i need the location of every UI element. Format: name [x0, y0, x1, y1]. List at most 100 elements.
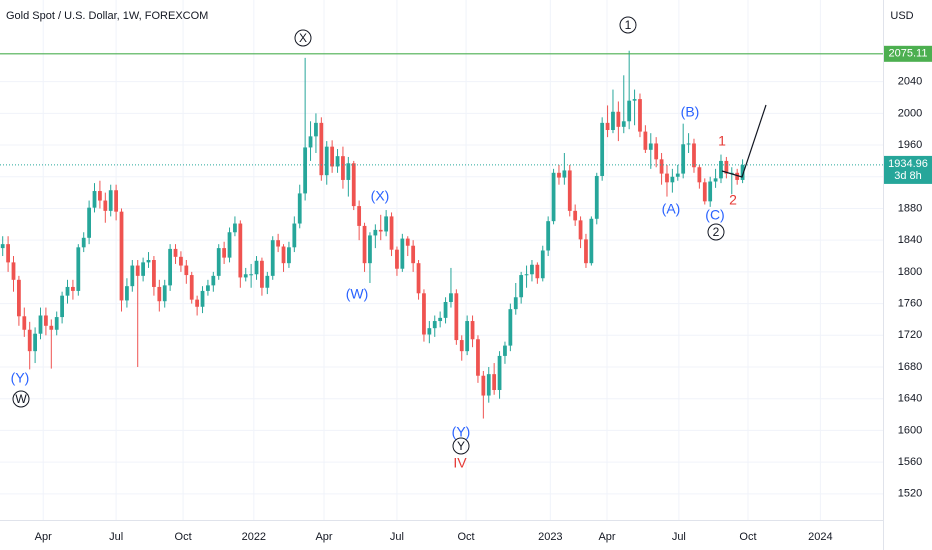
x-tick-label: Jul: [672, 531, 686, 543]
candle-body: [384, 216, 389, 232]
wave-label: 1: [625, 18, 632, 32]
candle-body: [659, 159, 664, 174]
y-tick-label: 2040: [898, 76, 922, 88]
candle-body: [692, 143, 696, 168]
candle-body: [395, 249, 399, 269]
wave-label: X: [299, 31, 307, 45]
price-label-box: [884, 155, 932, 184]
candle-body: [260, 260, 264, 288]
candle-body: [740, 164, 745, 180]
candle-body: [292, 223, 297, 248]
candle-body: [562, 170, 567, 178]
candle-body: [416, 263, 421, 294]
candle-body: [157, 286, 162, 302]
candle-body: [168, 248, 173, 286]
wave-label: 2: [729, 192, 737, 208]
candle-body: [373, 229, 378, 236]
x-tick-label: Oct: [175, 531, 192, 543]
y-tick-label: 1760: [898, 298, 922, 310]
candle-body: [33, 333, 37, 352]
candle-body: [184, 265, 189, 276]
candle-body: [146, 260, 151, 263]
wave-label: (Y): [452, 424, 471, 440]
candle-body: [654, 143, 659, 160]
candle-body: [476, 339, 480, 376]
wave-label: Y: [457, 439, 465, 453]
candle-body: [611, 111, 615, 130]
candle-body: [368, 235, 372, 264]
y-tick-label: 1720: [898, 329, 922, 341]
candle-body: [189, 275, 194, 300]
candle-body: [103, 200, 108, 211]
candle-body: [594, 175, 599, 219]
candle-body: [702, 182, 707, 202]
candle-body: [584, 239, 588, 264]
wave-label: (A): [662, 201, 681, 217]
candle-body: [60, 295, 64, 318]
candle-body: [265, 275, 270, 288]
candle-body: [405, 238, 410, 246]
candle-body: [519, 275, 524, 298]
candle-body: [557, 172, 561, 178]
candle-body: [362, 225, 367, 264]
y-tick-label: 1600: [898, 424, 922, 436]
candle-body: [276, 240, 281, 247]
candle-body: [643, 131, 648, 150]
y-tick-label: 1680: [898, 361, 922, 373]
candle-body: [270, 240, 275, 276]
candle-body: [233, 223, 237, 233]
candle-body: [341, 156, 345, 180]
candle-body: [141, 262, 146, 276]
candle-body: [152, 260, 156, 287]
candle-body: [573, 210, 578, 221]
candle-body: [281, 246, 286, 264]
wave-circle: [707, 223, 725, 241]
candle-body: [470, 321, 475, 340]
candle-body: [130, 265, 135, 287]
candle-body: [135, 265, 140, 276]
x-tick-label: 2024: [808, 531, 832, 543]
candle-body: [54, 317, 59, 330]
x-tick-label: Oct: [739, 531, 756, 543]
x-tick-label: Apr: [35, 531, 52, 543]
price-label-box: [884, 45, 932, 62]
wave-label: 2: [713, 225, 720, 239]
candle-body: [335, 156, 340, 167]
x-tick-label: Apr: [315, 531, 332, 543]
candle-body: [632, 99, 637, 101]
projection-line: [721, 104, 767, 178]
y-tick-label: 2000: [898, 107, 922, 119]
candle-body: [508, 309, 513, 346]
candle-body: [119, 211, 124, 301]
wave-circle: [12, 390, 30, 408]
axes: 1520 1560 1600 1640 1680 1720 1760 1800 1840 1880…: [35, 45, 932, 543]
candle-body: [351, 163, 356, 207]
candle-body: [454, 293, 459, 341]
wave-label: (X): [371, 188, 390, 204]
candle-body: [38, 315, 43, 334]
candle-body: [503, 345, 507, 356]
candle-body: [627, 100, 632, 122]
candle-body: [589, 218, 594, 264]
y-tick-label: 1880: [898, 202, 922, 214]
x-tick-label: 2022: [242, 531, 266, 543]
y-tick-label: 1800: [898, 266, 922, 278]
wave-label: (B): [681, 104, 700, 120]
x-tick-label: Jul: [109, 531, 123, 543]
candle-body: [173, 248, 178, 257]
wave-label: (C): [705, 207, 724, 223]
candle-body: [92, 191, 97, 208]
candle-body: [638, 99, 642, 132]
chart-title: Gold Spot / U.S. Dollar, 1W, FOREXCOM: [6, 10, 208, 22]
candle-body: [249, 274, 254, 276]
candle-body: [465, 321, 470, 352]
candle-body: [681, 144, 686, 174]
candle-body: [378, 229, 383, 232]
candle-body: [216, 248, 221, 276]
candle-body: [0, 244, 5, 249]
candle-body: [98, 191, 102, 201]
candle-body: [179, 256, 183, 266]
x-tick-label: Oct: [458, 531, 475, 543]
candle-body: [114, 190, 119, 212]
